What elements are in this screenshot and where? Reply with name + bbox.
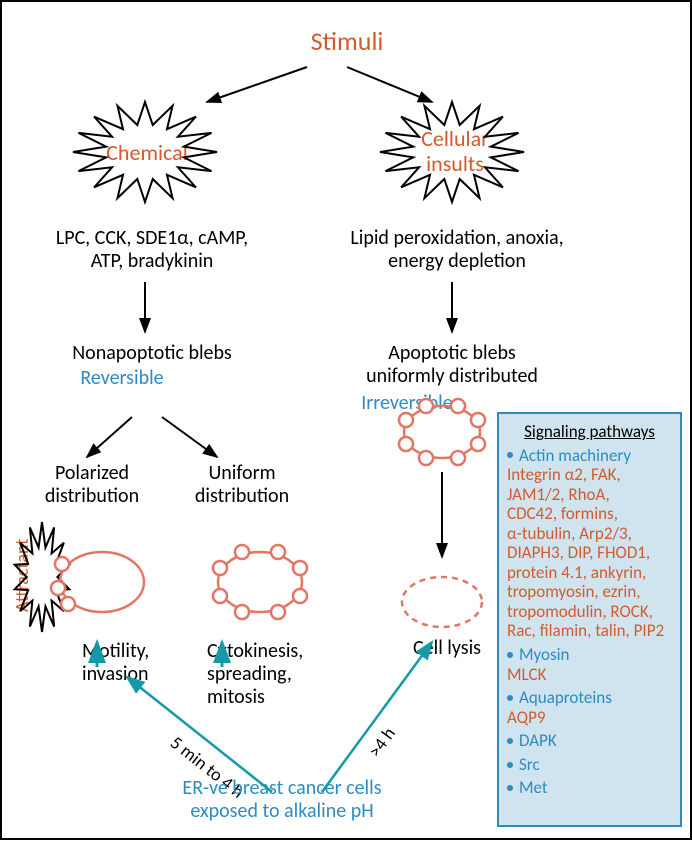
label-polarized: Polarized distribution	[32, 462, 152, 508]
label-cellular-insults: Cellular insults	[400, 126, 510, 177]
panel-group-head: Aquaproteins	[507, 688, 672, 708]
panel-group-body: MLCK	[507, 665, 672, 685]
label-lysis: Cell lysis	[397, 637, 497, 660]
label-reversible: Reversible	[47, 367, 197, 390]
label-time-right: >4 h	[356, 712, 408, 773]
label-uniform: Uniform distribution	[182, 462, 302, 508]
label-cell-list: Lipid peroxidation, anoxia, energy deple…	[322, 227, 592, 273]
panel-group-head: Actin machinery	[507, 446, 672, 466]
panel-group-body: Integrin α2, FAK, JAM1/2, RhoA, CDC42, f…	[507, 465, 672, 641]
label-chem-list: LPC, CCK, SDE1α, cAMP, ATP, bradykinin	[27, 227, 277, 273]
label-nonapoptotic: Nonapoptotic blebs	[47, 342, 257, 365]
label-irreversible: Irreversible	[332, 392, 482, 415]
title-stimuli: Stimuli	[262, 27, 432, 57]
label-cytokinesis: Cytokinesis, spreading, mitosis	[207, 640, 337, 709]
signaling-panel: Signaling pathways Actin machineryIntegri…	[497, 412, 682, 827]
panel-group-head: Src	[507, 755, 672, 775]
panel-group-head: DAPK	[507, 731, 672, 751]
panel-group-body: AQP9	[507, 708, 672, 728]
label-caption: ER-ve breast cancer cells exposed to alk…	[142, 777, 422, 823]
diagram-canvas: Stimuli Chemical Cellular insults LPC, C…	[0, 0, 692, 840]
panel-group-head: Myosin	[507, 645, 672, 665]
label-motility: Motility, invasion	[82, 640, 192, 686]
label-attractant: Attractant	[12, 592, 33, 612]
panel-group-head: Met	[507, 778, 672, 798]
label-chemical: Chemical	[92, 140, 202, 165]
panel-title: Signaling pathways	[507, 422, 672, 442]
label-apoptotic: Apoptotic blebs uniformly distributed	[332, 342, 572, 388]
